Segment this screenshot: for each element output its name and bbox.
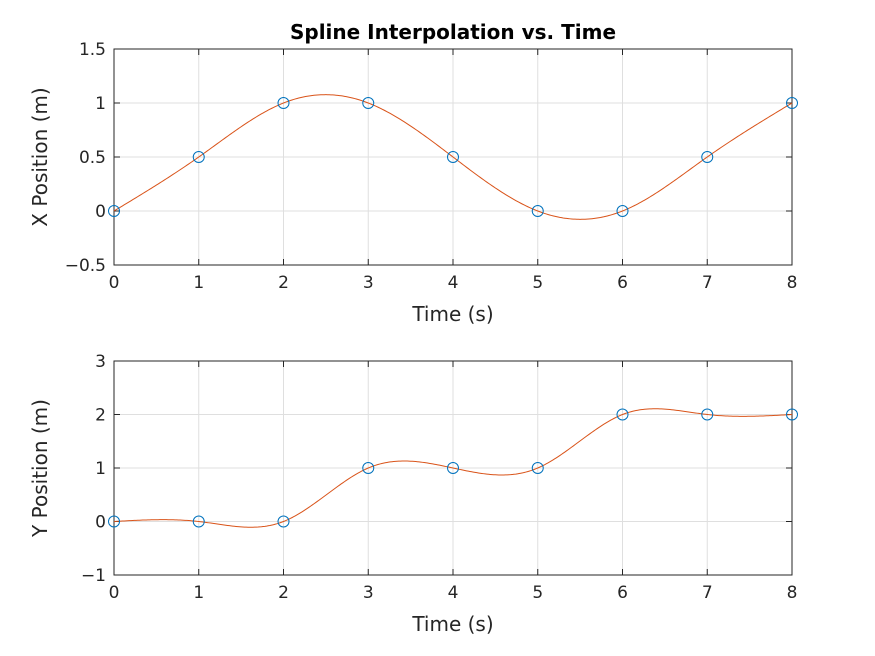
x-tick-label: 1 bbox=[193, 583, 204, 603]
chart-title: Spline Interpolation vs. Time bbox=[290, 20, 616, 44]
y-tick-label: 2 bbox=[95, 406, 106, 426]
x-tick-label: 0 bbox=[109, 273, 120, 293]
data-point-marker bbox=[192, 151, 205, 163]
data-point-marker bbox=[277, 515, 290, 528]
y-tick-label: 0 bbox=[95, 202, 106, 222]
data-point-marker bbox=[447, 462, 459, 474]
x-tick-label: 3 bbox=[363, 273, 374, 293]
x-tick-label: 0 bbox=[109, 583, 120, 603]
x-tick-label: 8 bbox=[787, 273, 798, 293]
y-tick-label: −0.5 bbox=[65, 256, 106, 276]
data-point-marker bbox=[192, 515, 205, 528]
y-tick-label: 1 bbox=[95, 94, 106, 114]
data-point-marker bbox=[786, 408, 798, 421]
y-axis-label: Y Position (m) bbox=[28, 399, 52, 538]
data-point-marker bbox=[701, 151, 714, 163]
y-tick-label: 1 bbox=[95, 459, 106, 479]
y-axis-label: X Position (m) bbox=[28, 87, 52, 226]
x-tick-label: 1 bbox=[193, 273, 204, 293]
y-tick-label: 0.5 bbox=[79, 148, 106, 168]
x-tick-label: 8 bbox=[787, 583, 798, 603]
spline-curve bbox=[113, 94, 793, 220]
y-tick-label: −1 bbox=[81, 566, 106, 586]
x-tick-label: 5 bbox=[532, 583, 543, 603]
data-point-marker bbox=[447, 151, 459, 163]
x-tick-label: 2 bbox=[278, 583, 289, 603]
data-point-marker bbox=[108, 515, 120, 528]
data-point-marker bbox=[616, 205, 629, 217]
x-tick-label: 6 bbox=[617, 583, 628, 603]
data-point-marker bbox=[362, 462, 375, 474]
data-point-marker bbox=[616, 408, 629, 421]
x-tick-label: 6 bbox=[617, 273, 628, 293]
x-tick-label: 4 bbox=[448, 583, 459, 603]
x-tick-label: 7 bbox=[702, 583, 713, 603]
x-axis-label: Time (s) bbox=[411, 612, 493, 636]
data-point-marker bbox=[531, 205, 544, 217]
x-tick-label: 7 bbox=[702, 273, 713, 293]
y-tick-label: 1.5 bbox=[79, 40, 106, 60]
spline-curve bbox=[113, 408, 793, 528]
data-point-marker bbox=[701, 408, 714, 421]
data-point-marker bbox=[362, 97, 375, 109]
y-tick-label: 0 bbox=[95, 513, 106, 533]
y-tick-label: 3 bbox=[95, 352, 106, 372]
x-tick-label: 4 bbox=[448, 273, 459, 293]
x-tick-label: 2 bbox=[278, 273, 289, 293]
data-point-marker bbox=[277, 97, 290, 109]
x-tick-label: 5 bbox=[532, 273, 543, 293]
x-tick-label: 3 bbox=[363, 583, 374, 603]
data-point-marker bbox=[108, 205, 120, 217]
data-point-marker bbox=[531, 462, 544, 474]
x-axis-label: Time (s) bbox=[411, 302, 493, 326]
data-point-marker bbox=[786, 97, 798, 109]
